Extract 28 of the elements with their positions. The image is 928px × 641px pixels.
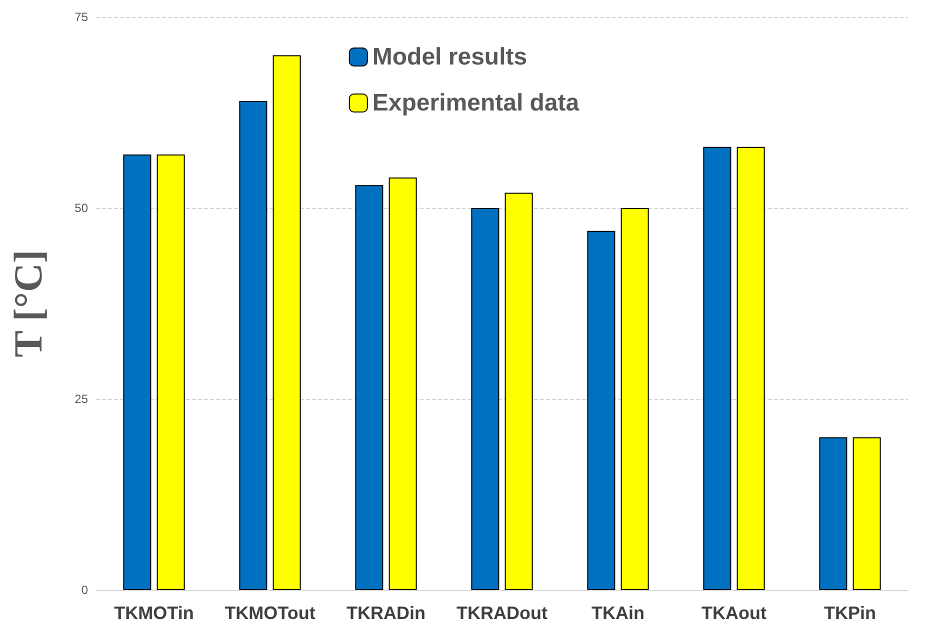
y-tick-label: 75 [74, 10, 88, 24]
bar [736, 146, 765, 590]
y-tick-label: 25 [74, 392, 88, 406]
x-tick-label: TKRADin [346, 603, 426, 623]
bar [123, 154, 152, 590]
bar [703, 146, 732, 590]
y-axis-title: T [°C] [6, 250, 50, 358]
bar [620, 208, 649, 590]
y-tick-label: 0 [81, 583, 88, 597]
x-tick-label: TKAout [702, 603, 766, 623]
bar [587, 230, 616, 590]
bar [239, 101, 268, 590]
x-tick-label: TKPin [824, 603, 876, 623]
bar [819, 437, 848, 590]
bar [388, 177, 417, 590]
x-tick-label: TKMOTin [114, 603, 194, 623]
bar [272, 55, 301, 590]
x-tick-label: TKMOTout [224, 603, 316, 623]
legend-label: Model results [372, 44, 528, 70]
bar [504, 192, 533, 590]
bar [156, 154, 185, 590]
y-tick-label: 50 [74, 201, 88, 215]
bar [852, 437, 881, 590]
bar [471, 208, 500, 590]
bar [355, 185, 384, 590]
x-tick-label: TKRADout [456, 603, 548, 623]
x-tick-label: TKAin [592, 603, 644, 623]
legend-label: Experimental data [372, 90, 580, 116]
